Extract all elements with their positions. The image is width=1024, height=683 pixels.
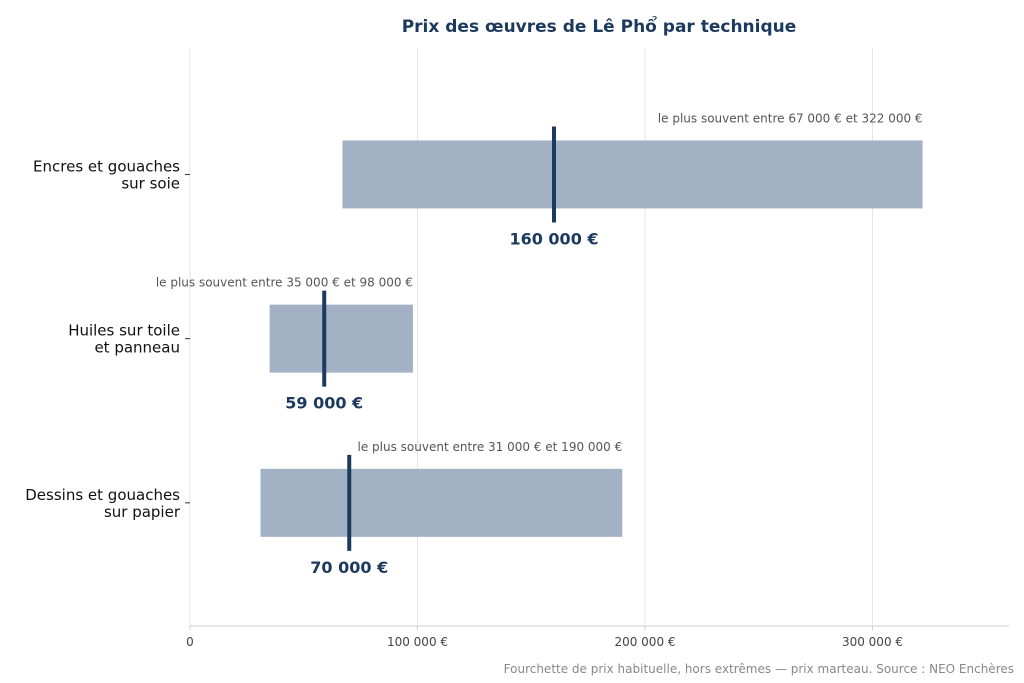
category-label-line: Huiles sur toile xyxy=(68,322,180,340)
x-axis: 0 100 000 € 200 000 € 300 000 € xyxy=(186,625,1009,649)
x-tick-label: 0 xyxy=(186,635,194,649)
category-label-line: Dessins et gouaches xyxy=(25,486,180,504)
x-tick-label: 300 000 € xyxy=(842,635,903,649)
range-label: le plus souvent entre 67 000 € et 322 00… xyxy=(658,111,923,125)
category-label: Dessins et gouaches sur papier xyxy=(25,486,181,521)
category-label-line: sur soie xyxy=(121,174,180,192)
range-bar xyxy=(342,140,923,209)
chart-footnote: Fourchette de prix habituelle, hors extr… xyxy=(504,662,1014,676)
category-label: Huiles sur toile et panneau xyxy=(68,322,180,357)
category-label-line: sur papier xyxy=(104,503,181,521)
range-label: le plus souvent entre 35 000 € et 98 000… xyxy=(156,276,413,290)
bars: le plus souvent entre 67 000 € et 322 00… xyxy=(156,111,923,577)
median-label: 70 000 € xyxy=(310,558,388,577)
range-bar xyxy=(260,468,623,537)
x-tick-label: 200 000 € xyxy=(614,635,675,649)
chart-title: Prix des œuvres de Lê Phổ par technique xyxy=(402,15,797,37)
median-label: 59 000 € xyxy=(285,394,363,413)
category-labels: Encres et gouaches sur soie Huiles sur toi… xyxy=(25,157,190,521)
range-label: le plus souvent entre 31 000 € et 190 00… xyxy=(358,440,623,454)
category-label-line: Encres et gouaches xyxy=(33,157,180,175)
category-label-line: et panneau xyxy=(94,339,180,357)
median-label: 160 000 € xyxy=(509,229,598,248)
x-tick-label: 100 000 € xyxy=(387,635,448,649)
range-bar xyxy=(269,304,413,373)
category-label: Encres et gouaches sur soie xyxy=(33,157,180,192)
